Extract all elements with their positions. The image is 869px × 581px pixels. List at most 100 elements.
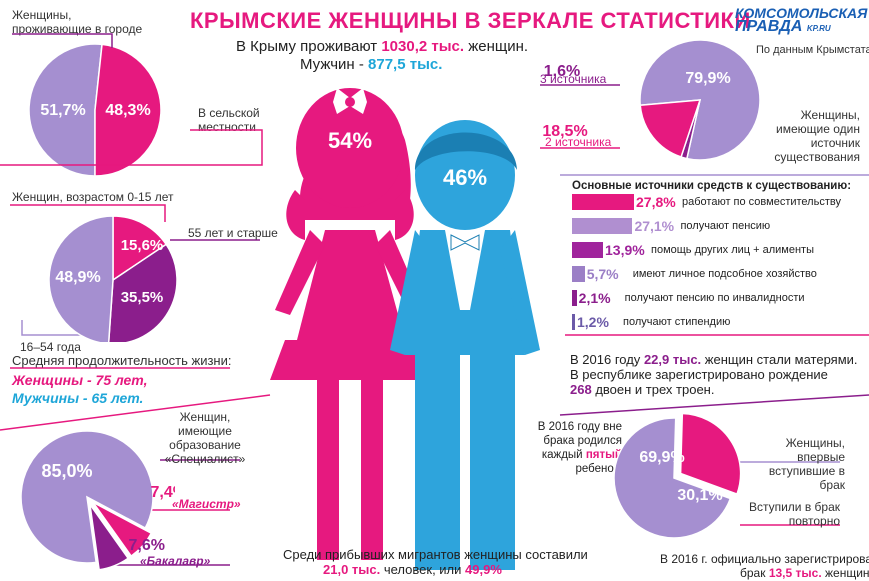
pie-label-1: 48,3% (105, 102, 150, 119)
wedlock-l4: ребенок. (575, 463, 623, 475)
pie-slice-2 (48, 215, 114, 342)
pie-label-0: 79,9% (685, 70, 730, 87)
pie-marriage-chart: 69,9% 30,1% (613, 412, 742, 539)
boy-percent: 46% (443, 165, 487, 190)
pie-label-2: 85,0% (41, 461, 92, 481)
source-bar (572, 266, 585, 282)
boy-figure (390, 120, 540, 570)
source-bar (572, 314, 575, 330)
pie-label-1: 30,1% (677, 487, 722, 504)
pie-age-label-0-15: Женщин, возрастом 0-15 лет (12, 190, 174, 204)
pie-slice-1 (679, 412, 742, 495)
source-label: получают пенсию (680, 220, 771, 232)
source-value: 13,9% (605, 242, 645, 258)
page-title: КРЫМСКИЕ ЖЕНЩИНЫ В ЗЕРКАЛЕ СТАТИСТИКИ (190, 8, 751, 33)
source-bar (572, 242, 603, 258)
pie-age-label-16-54: 16–54 года (20, 340, 81, 354)
marriages-l1: В 2016 г. официально зарегистрировали (660, 552, 869, 566)
men-count-pre: Мужчин - (300, 56, 364, 73)
pie-age-chart: 15,6% 35,5% 48,9% (48, 215, 178, 342)
migrants-line1: Среди прибывших мигрантов женщины состав… (283, 547, 588, 562)
pie-slice-0 (613, 417, 732, 539)
marriages-l2-post: женщин (825, 566, 869, 580)
pie-city-label-city: Женщины, проживающие в городе (12, 8, 143, 36)
pie-edu-value-bak: 7,6% (129, 537, 165, 554)
pie-marriage-label-repeat: Вступили в брак повторно (748, 500, 840, 528)
divider-line (0, 129, 263, 166)
pie-slice-1 (107, 243, 178, 342)
marriages-block: В 2016 г. официально зарегистрировали бр… (660, 552, 869, 580)
births-l1-val: 22,9 тыс. (643, 352, 702, 367)
pie-edu-label-mag: «Магистр» (172, 497, 241, 511)
source-label: помощь других лиц + алименты (651, 244, 814, 256)
births-l1-pre: В 2016 году (570, 352, 641, 367)
pie-income-value-three: 1,6% (544, 63, 580, 80)
pie-edu-chart: 85,0% 7,4% 7,6% (20, 430, 175, 571)
migrants-value-pct: 49,9% (465, 562, 502, 577)
source-label: получают пенсию по инвалидности (624, 292, 805, 304)
source-value: 27,1% (634, 218, 675, 234)
marriages-l2-pre: брак (740, 566, 766, 580)
marriages-l2-val: 13,5 тыс. (768, 566, 822, 580)
girl-percent: 54% (328, 128, 372, 153)
data-source: По данным Крымстата (756, 44, 869, 56)
pie-label-0: 69,9% (639, 449, 684, 466)
pie-edu-value-mag: 7,4% (151, 484, 175, 501)
source-bar (572, 218, 633, 234)
wedlock-l2: брака родился (543, 435, 622, 447)
migrants-value-count: 21,0 тыс. (323, 562, 381, 577)
source-value: 27,8% (636, 194, 676, 210)
life-women: Женщины - 75 лет, (12, 372, 148, 388)
life-men: Мужчины - 65 лет. (12, 390, 144, 406)
pie-city-chart: 51,7% 48,3% (28, 43, 162, 177)
source-bar (572, 290, 577, 306)
pie-income-chart: 79,9% 1,6% 18,5% (542, 39, 761, 161)
pie-edu-label-spec: Женщин, имеющие образование «Специалист» (164, 410, 246, 466)
source-value: 5,7% (586, 266, 619, 282)
pie-label-1: 35,5% (121, 289, 164, 306)
sources-title: Основные источники средств к существован… (572, 180, 852, 192)
migrants-line2: 21,0 тыс. человек, или 49,9% (323, 562, 502, 577)
pie-edu-label-bak: «Бакалавр» (140, 554, 211, 568)
births-block: В 2016 году 22,9 тыс. женщин стали матер… (570, 352, 858, 397)
pie-slice-0 (112, 215, 168, 282)
divider-line (559, 394, 869, 416)
pie-label-0: 51,7% (40, 102, 85, 119)
pie-slice-2 (20, 430, 154, 564)
births-l1-post: женщин стали матерями. (704, 352, 858, 367)
men-count-value: 877,5 тыс. (368, 56, 443, 73)
source-value: 1,2% (577, 314, 609, 330)
men-count-line: Мужчин - 877,5 тыс. (300, 56, 442, 73)
source-bar (572, 194, 634, 210)
births-l2: В республике зарегистрировано рождение (570, 367, 828, 382)
logo-line1: КОМСОМОЛЬСКАЯ (735, 5, 868, 21)
wedlock-block: В 2016 году вне брака родился каждый пят… (527, 420, 622, 476)
source-value: 2,1% (578, 290, 611, 306)
source-label: имеют личное подсобное хозяйство (632, 268, 817, 280)
source-label: работают по совместительству (682, 196, 841, 208)
pie-slice-2 (639, 99, 702, 158)
women-count-post: женщин. (468, 38, 529, 55)
source-label: получают стипендию (623, 316, 731, 328)
wedlock-l3-val: пятый (585, 449, 622, 461)
pie-label-0: 15,6% (121, 237, 164, 254)
pie-income-label-three: 3 источника (540, 72, 607, 86)
migrants-mid: человек, или (383, 562, 462, 577)
wedlock-l1: В 2016 году вне (537, 421, 622, 433)
women-count-pre: В Крыму проживают (236, 38, 378, 55)
women-count-line: В Крыму проживают 1030,2 тыс. женщин. (236, 38, 528, 55)
kp-logo: КОМСОМОЛЬСКАЯ ПРАВДА KP.RU (735, 5, 868, 40)
women-count-value: 1030,2 тыс. (381, 38, 465, 55)
births-l3-post: двоен и трех троен. (595, 382, 715, 397)
pie-label-2: 48,9% (55, 269, 100, 286)
life-title: Средняя продолжительность жизни: (12, 353, 232, 368)
pie-slice-0 (92, 501, 153, 558)
pie-slice-1 (94, 43, 162, 177)
gender-figures: 54% 46% (270, 88, 540, 570)
pie-income-label-one: Женщины, имеющие один источник существов… (774, 108, 860, 164)
logo-line2: ПРАВДА KP.RU (735, 18, 831, 35)
pie-marriage-label-first: Женщины, впервые вступившие в брак (768, 436, 845, 492)
wedlock-l3-pre: каждый (541, 449, 583, 461)
births-l3-val: 268 (570, 382, 592, 397)
